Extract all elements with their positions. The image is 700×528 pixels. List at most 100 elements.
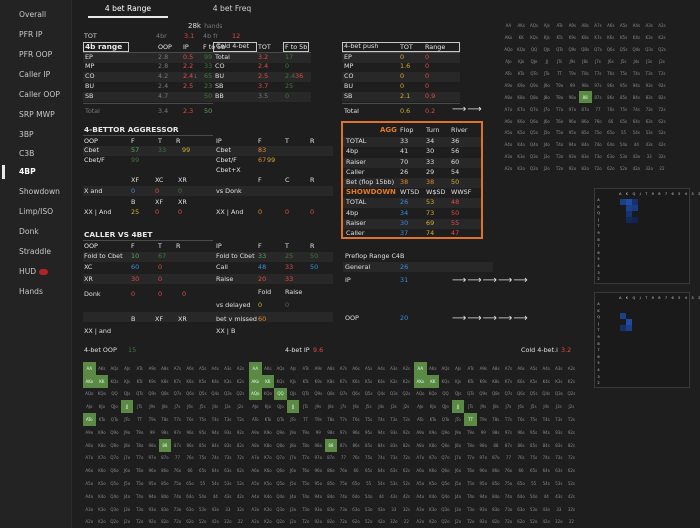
hand-cell[interactable]: 22	[659, 166, 665, 172]
hand-cell[interactable]: 62s	[658, 118, 666, 124]
hand-cell[interactable]: Q2s	[236, 391, 245, 397]
hand-cell[interactable]: 72o	[504, 519, 513, 525]
hand-cell[interactable]: T8o	[301, 442, 310, 448]
hand-cell[interactable]: 73o	[504, 506, 513, 512]
hand-cell[interactable]: Q5s	[529, 391, 538, 397]
hand-cell[interactable]: J7o	[289, 455, 297, 461]
hand-cell[interactable]: KQo	[428, 391, 437, 397]
hand-cell[interactable]: A5s	[364, 365, 373, 371]
hand-cell[interactable]: T3o	[301, 506, 310, 512]
hand-cell[interactable]: 82s	[658, 94, 666, 100]
hand-cell[interactable]: 64o	[607, 142, 615, 148]
hand-cell[interactable]: A4s	[211, 365, 219, 371]
hand-cell[interactable]: 53o	[619, 154, 628, 160]
hand-cell[interactable]: J5o	[289, 481, 297, 487]
hand-cell[interactable]: J3o	[289, 506, 297, 512]
hand-cell[interactable]: Q5s	[619, 47, 628, 53]
hand-cell[interactable]: 65o	[186, 481, 194, 487]
hand-cell[interactable]: A6o	[416, 468, 425, 474]
hand-cell[interactable]: 55	[621, 130, 627, 136]
hand-cell[interactable]: QJo	[442, 404, 449, 410]
hand-cell[interactable]: 96s	[352, 429, 360, 435]
hand-cell[interactable]: 83s	[390, 442, 398, 448]
hand-cell[interactable]: K3s	[224, 378, 232, 384]
hand-cell[interactable]: J9s	[315, 404, 322, 410]
hand-cell[interactable]: K4s	[377, 378, 385, 384]
hand-cell[interactable]: 42o	[211, 519, 219, 525]
hand-cell[interactable]: 96o	[314, 468, 323, 474]
hand-cell[interactable]: 77	[174, 455, 180, 461]
hand-cell[interactable]: QTs	[556, 47, 564, 53]
hand-cell[interactable]: 82o	[327, 519, 335, 525]
hand-cell[interactable]: Q8o	[529, 94, 539, 100]
hand-cell[interactable]: AA	[249, 362, 262, 375]
hand-cell[interactable]: 87o	[161, 455, 169, 461]
hand-cell[interactable]: 77	[505, 455, 511, 461]
hand-cell[interactable]: A4o	[251, 493, 260, 499]
hand-cell[interactable]: A6s	[607, 23, 615, 29]
hand-cell[interactable]: J4o	[543, 142, 550, 148]
hand-cell[interactable]: 83s	[224, 442, 232, 448]
hand-cell[interactable]: T4o	[135, 493, 144, 499]
hand-cell[interactable]: 54o	[529, 493, 538, 499]
hand-cell[interactable]: 98s	[161, 429, 169, 435]
hand-cell[interactable]: A9s	[568, 23, 577, 29]
hand-cell[interactable]: J2s	[659, 59, 665, 65]
hand-cell[interactable]: K2o	[264, 519, 272, 525]
hand-cell[interactable]: 62s	[402, 468, 411, 474]
hand-cell[interactable]: QTo	[276, 417, 285, 423]
hand-cell[interactable]: A7s	[173, 365, 182, 371]
hand-cell[interactable]: T9o	[555, 82, 564, 88]
sidebar-item-showdown[interactable]: Showdown	[19, 187, 60, 196]
hand-cell[interactable]: K6o	[264, 468, 272, 474]
hand-cell[interactable]: 65o	[517, 481, 525, 487]
hand-cell[interactable]: A4o	[416, 493, 425, 499]
hand-cell[interactable]: T2s	[567, 417, 575, 423]
hand-cell[interactable]: A4o	[504, 142, 513, 148]
hand-cell[interactable]: KJo	[264, 404, 272, 410]
hand-cell[interactable]: Q4o	[276, 493, 285, 499]
hand-cell[interactable]: 92o	[314, 519, 323, 525]
hand-cell[interactable]: J5s	[199, 404, 206, 410]
hand-cell[interactable]: AJo	[252, 404, 259, 410]
hand-cell[interactable]: T4s	[211, 417, 219, 423]
hand-cell[interactable]: 87o	[327, 455, 335, 461]
hand-cell[interactable]: K5s	[530, 378, 538, 384]
hand-cell[interactable]: 63o	[517, 506, 525, 512]
hand-cell[interactable]: Q6s	[186, 391, 194, 397]
hand-cell[interactable]: A7o	[504, 106, 513, 112]
hand-cell[interactable]: J3o	[454, 506, 462, 512]
hand-cell[interactable]: 64s	[632, 118, 640, 124]
hand-cell[interactable]: Q8o	[276, 442, 285, 448]
hand-cell[interactable]: T8s	[161, 417, 169, 423]
hand-cell[interactable]: 73o	[594, 154, 602, 160]
hand-cell[interactable]: K8s	[581, 35, 589, 41]
hand-cell[interactable]: 83o	[581, 154, 589, 160]
hand-cell[interactable]: Q7s	[594, 47, 602, 53]
hand-cell[interactable]: J7s	[340, 404, 347, 410]
hand-cell[interactable]: A2s	[236, 365, 245, 371]
hand-cell[interactable]: T2s	[658, 71, 666, 76]
hand-cell[interactable]: AQo	[249, 387, 262, 401]
hand-cell[interactable]: 84s	[542, 442, 550, 448]
hand-cell[interactable]: T9o	[135, 429, 144, 435]
hand-cell[interactable]: JTo	[455, 417, 461, 423]
hand-cell[interactable]: Q7o	[276, 455, 285, 461]
hand-cell[interactable]: 52s	[402, 481, 411, 487]
hand-cell[interactable]: 74s	[211, 455, 219, 461]
hand-cell[interactable]: 87o	[581, 106, 589, 112]
hand-cell[interactable]: 76s	[352, 455, 360, 461]
hand-cell[interactable]: 73o	[339, 506, 348, 512]
hand-cell[interactable]: Q6o	[529, 118, 539, 124]
hand-cell[interactable]: 84s	[632, 94, 640, 100]
hand-cell[interactable]: 92s	[236, 429, 245, 435]
hand-cell[interactable]: 64o	[186, 493, 194, 499]
hand-cell[interactable]: JTs	[303, 404, 309, 410]
hand-cell[interactable]: J9o	[543, 82, 550, 88]
hand-cell[interactable]: A7o	[251, 455, 260, 461]
hand-cell[interactable]: 53o	[198, 506, 207, 512]
hand-cell[interactable]: 85o	[581, 130, 589, 136]
hand-cell[interactable]: J6o	[123, 468, 131, 474]
hand-cell[interactable]: 88	[578, 91, 592, 104]
hand-cell[interactable]: A2o	[85, 519, 94, 525]
